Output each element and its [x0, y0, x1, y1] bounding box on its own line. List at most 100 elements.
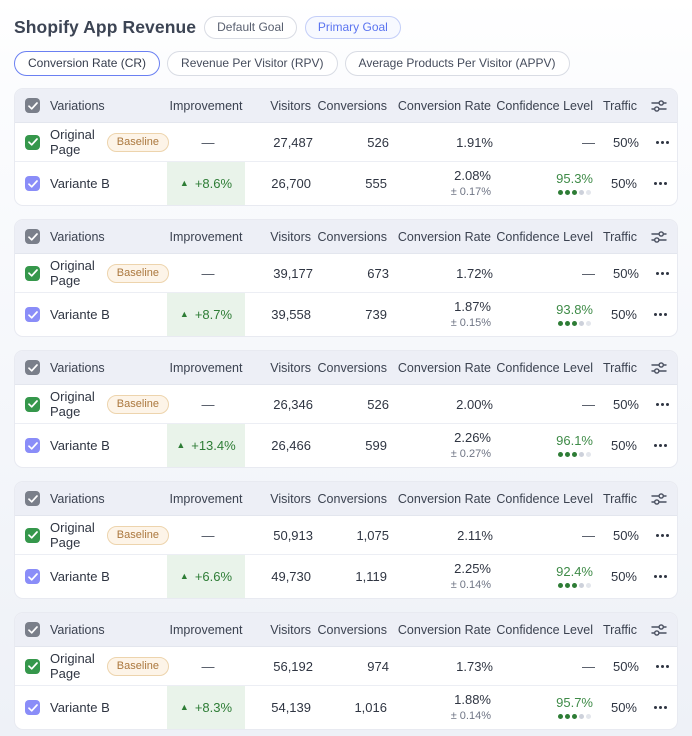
select-all-checkbox[interactable] [25, 491, 40, 506]
column-confidence-level: Confidence Level [496, 622, 593, 637]
row-checkbox-original[interactable] [25, 658, 40, 674]
row-checkbox-variant[interactable] [25, 569, 40, 584]
select-all-checkbox[interactable] [25, 229, 40, 244]
row-menu-icon[interactable] [648, 309, 667, 320]
filter-icon[interactable] [651, 492, 667, 506]
table-row-variante-b: Variante B ▲ +8.6% 26,700 555 2.08% ± 0.… [15, 161, 677, 205]
column-improvement: Improvement [169, 98, 243, 113]
ab-test-table: Variations Improvement Visitors Conversi… [14, 612, 678, 730]
filter-icon[interactable] [651, 361, 667, 375]
row-menu-icon[interactable] [650, 661, 669, 672]
traffic-value: 50% [610, 569, 637, 584]
variation-name: Original Page [50, 389, 95, 419]
visitors-value: 49,730 [271, 569, 311, 584]
conversions-value: 1,016 [354, 700, 387, 715]
traffic-value: 50% [610, 700, 637, 715]
checkmark-icon [27, 400, 38, 408]
page-header: Shopify App Revenue Default Goal Primary… [0, 0, 692, 47]
column-visitors: Visitors [270, 98, 311, 113]
conversion-rate-value: 2.08% [454, 168, 491, 184]
row-checkbox-variant[interactable] [25, 438, 40, 453]
confidence-value: 95.7% [556, 695, 593, 711]
confidence-empty: — [582, 134, 595, 150]
baseline-badge: Baseline [106, 394, 169, 414]
tab-revenue-per-visitor[interactable]: Revenue Per Visitor (RPV) [167, 51, 338, 76]
visitors-value: 54,139 [271, 700, 311, 715]
column-improvement: Improvement [169, 360, 243, 375]
checkmark-icon [27, 363, 38, 372]
confidence-dots [558, 713, 592, 719]
confidence-value: 96.1% [556, 433, 593, 449]
column-variations: Variations [50, 491, 105, 506]
confidence-dots [558, 189, 592, 195]
conversions-value: 673 [367, 265, 389, 281]
row-menu-icon[interactable] [650, 530, 669, 541]
select-all-checkbox[interactable] [25, 622, 40, 637]
triangle-up-icon: ▲ [179, 178, 189, 188]
column-improvement: Improvement [169, 622, 243, 637]
ab-test-table: Variations Improvement Visitors Conversi… [14, 350, 678, 468]
confidence-value: 95.3% [556, 171, 593, 187]
confidence-empty: — [582, 658, 595, 674]
conversion-rate-margin: ± 0.27% [450, 447, 491, 460]
select-all-checkbox[interactable] [25, 360, 40, 375]
column-improvement: Improvement [169, 229, 243, 244]
column-traffic: Traffic [602, 229, 637, 244]
traffic-value: 50% [612, 527, 639, 543]
row-checkbox-variant[interactable] [25, 700, 40, 715]
row-menu-icon[interactable] [648, 440, 667, 451]
filter-icon[interactable] [651, 623, 667, 637]
column-confidence-level: Confidence Level [496, 491, 593, 506]
row-menu-icon[interactable] [648, 571, 667, 582]
filter-icon[interactable] [651, 99, 667, 113]
variation-name: Variante B [50, 438, 110, 453]
triangle-up-icon: ▲ [179, 702, 189, 712]
column-variations: Variations [50, 622, 105, 637]
improvement-empty: — [201, 134, 215, 150]
tab-avg-products-per-visitor[interactable]: Average Products Per Visitor (APPV) [344, 51, 570, 76]
column-traffic: Traffic [602, 622, 637, 637]
table-header-row: Variations Improvement Visitors Conversi… [15, 613, 677, 647]
variation-name: Original Page [50, 520, 95, 550]
baseline-badge: Baseline [106, 132, 169, 152]
variation-name: Original Page [50, 651, 95, 681]
traffic-value: 50% [612, 658, 639, 674]
select-all-checkbox[interactable] [25, 98, 40, 113]
row-menu-icon[interactable] [650, 268, 669, 279]
table-row-variante-b: Variante B ▲ +8.3% 54,139 1,016 1.88% ± … [15, 685, 677, 729]
table-header-row: Variations Improvement Visitors Conversi… [15, 220, 677, 254]
filter-icon[interactable] [651, 230, 667, 244]
row-checkbox-original[interactable] [25, 265, 40, 281]
table-row-original-page: Original Page Baseline — 39,177 673 1.72… [15, 254, 677, 292]
tab-default-goal[interactable]: Default Goal [204, 16, 297, 39]
improvement-empty: — [201, 265, 215, 281]
confidence-empty: — [582, 396, 595, 412]
page-title: Shopify App Revenue [14, 17, 197, 37]
row-menu-icon[interactable] [650, 137, 669, 148]
traffic-value: 50% [612, 265, 639, 281]
checkmark-icon [27, 703, 38, 712]
table-row-original-page: Original Page Baseline — 27,487 526 1.91… [15, 123, 677, 161]
column-conversion-rate: Conversion Rate [397, 229, 491, 244]
tab-primary-goal[interactable]: Primary Goal [304, 16, 401, 39]
conversion-rate-value: 1.72% [456, 265, 493, 281]
variation-name: Original Page [50, 258, 95, 288]
tab-conversion-rate[interactable]: Conversion Rate (CR) [14, 51, 161, 76]
row-menu-icon[interactable] [650, 399, 669, 410]
row-checkbox-original[interactable] [25, 396, 40, 412]
row-checkbox-original[interactable] [25, 527, 40, 543]
metric-tabs: Conversion Rate (CR) Revenue Per Visitor… [0, 47, 692, 88]
row-checkbox-variant[interactable] [25, 176, 40, 191]
row-checkbox-original[interactable] [25, 134, 40, 150]
column-variations: Variations [50, 229, 105, 244]
column-variations: Variations [50, 98, 105, 113]
triangle-up-icon: ▲ [176, 440, 186, 450]
confidence-empty: — [582, 527, 595, 543]
variation-name: Variante B [50, 700, 110, 715]
row-menu-icon[interactable] [648, 178, 667, 189]
row-menu-icon[interactable] [648, 702, 667, 713]
conversion-rate-value: 1.87% [454, 299, 491, 315]
row-checkbox-variant[interactable] [25, 307, 40, 322]
ab-test-table: Variations Improvement Visitors Conversi… [14, 481, 678, 599]
conversions-value: 1,075 [356, 527, 389, 543]
